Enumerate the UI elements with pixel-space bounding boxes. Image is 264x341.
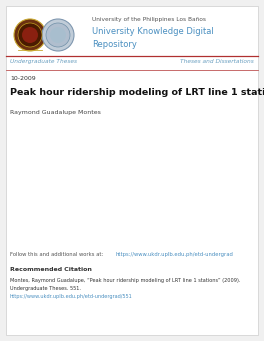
Text: https://www.ukdr.uplb.edu.ph/etd-undergrad: https://www.ukdr.uplb.edu.ph/etd-undergr… — [115, 252, 233, 257]
Text: https://www.ukdr.uplb.edu.ph/etd-undergrad/551: https://www.ukdr.uplb.edu.ph/etd-undergr… — [10, 294, 133, 299]
Text: Montes, Raymond Guadalupe, “Peak hour ridership modeling of LRT line 1 stations”: Montes, Raymond Guadalupe, “Peak hour ri… — [10, 278, 241, 283]
Text: University of the Philippines Los Baños: University of the Philippines Los Baños — [92, 17, 206, 22]
Circle shape — [22, 27, 38, 43]
Text: Undergraduate Theses. 551.: Undergraduate Theses. 551. — [10, 286, 81, 291]
Circle shape — [18, 23, 42, 47]
Circle shape — [46, 23, 70, 47]
Circle shape — [42, 19, 74, 51]
Text: Raymond Guadalupe Montes: Raymond Guadalupe Montes — [10, 110, 101, 115]
Text: Follow this and additional works at:: Follow this and additional works at: — [10, 252, 105, 257]
Text: 10-2009: 10-2009 — [10, 76, 36, 81]
Text: Recommended Citation: Recommended Citation — [10, 267, 92, 272]
Text: Undergraduate Theses: Undergraduate Theses — [10, 59, 77, 64]
Text: Theses and Dissertations: Theses and Dissertations — [180, 59, 254, 64]
Text: University Knowledge Digital: University Knowledge Digital — [92, 27, 214, 36]
Circle shape — [14, 19, 46, 51]
Text: Repository: Repository — [92, 40, 137, 49]
Circle shape — [50, 27, 66, 43]
FancyBboxPatch shape — [6, 6, 258, 335]
Text: Peak hour ridership modeling of LRT line 1 stations: Peak hour ridership modeling of LRT line… — [10, 88, 264, 97]
